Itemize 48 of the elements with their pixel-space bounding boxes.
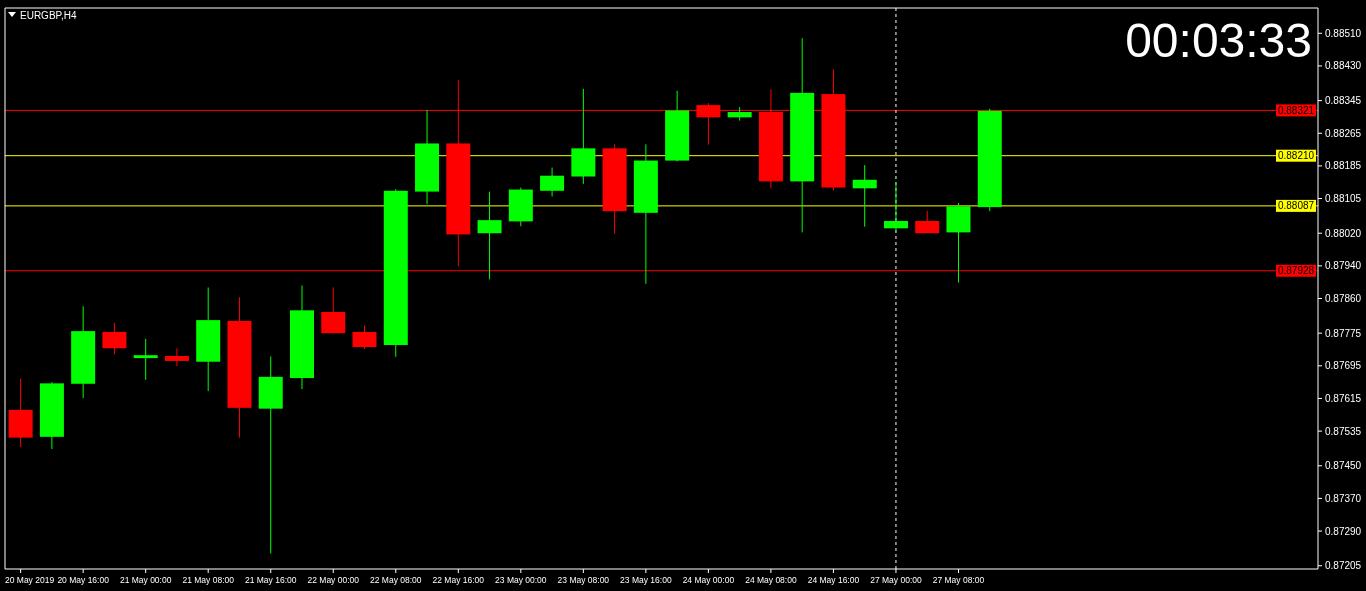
x-tick-label: 21 May 08:00	[182, 574, 235, 585]
y-tick-label: 0.88345	[1325, 95, 1362, 107]
candlestick	[477, 191, 502, 280]
x-tick-label: 24 May 00:00	[682, 574, 735, 585]
x-tick-label: 27 May 08:00	[932, 574, 985, 585]
x-tick-label: 21 May 00:00	[119, 574, 172, 585]
y-tick-label: 0.87695	[1325, 360, 1362, 372]
y-tick-label: 0.87940	[1325, 260, 1362, 272]
y-tick-label: 0.88020	[1325, 227, 1362, 239]
x-tick-label: 24 May 08:00	[745, 574, 797, 585]
x-tick-label: 23 May 00:00	[495, 574, 547, 585]
y-tick-label: 0.87860	[1325, 293, 1362, 304]
x-tick-label: 22 May 16:00	[432, 574, 485, 585]
x-tick-label: 22 May 00:00	[307, 574, 360, 585]
ref-line-label: 0.88210	[1277, 150, 1315, 162]
x-tick-label: 23 May 08:00	[557, 574, 610, 585]
y-tick-label: 0.88105	[1325, 193, 1362, 205]
candlestick	[852, 164, 877, 228]
y-tick-label: 0.87450	[1325, 460, 1362, 472]
x-tick-label: 21 May 16:00	[244, 574, 297, 585]
y-tick-label: 0.87535	[1325, 425, 1362, 437]
y-tick-label: 0.88510	[1325, 27, 1362, 39]
candlestick	[102, 322, 127, 355]
chart-title: EURGBP,H4	[20, 9, 77, 21]
ref-line-label: 0.87928	[1277, 265, 1315, 277]
ref-line-label: 0.88321	[1277, 104, 1315, 116]
y-tick-label: 0.88430	[1325, 60, 1362, 72]
y-tick-label: 0.87290	[1325, 525, 1362, 537]
x-tick-label: 23 May 16:00	[620, 574, 672, 585]
candlestick	[133, 338, 158, 381]
y-tick-label: 0.87370	[1325, 492, 1362, 504]
x-tick-label: 20 May 2019	[5, 574, 55, 585]
y-tick-label: 0.87205	[1325, 560, 1362, 572]
candlestick	[883, 182, 908, 232]
y-tick-label: 0.88265	[1325, 127, 1362, 139]
candlestick	[352, 324, 377, 350]
ref-line-label: 0.88087	[1277, 200, 1315, 212]
candlestick	[540, 167, 565, 197]
annotation: 00:03:33	[1125, 14, 1312, 67]
x-tick-label: 27 May 00:00	[870, 574, 922, 585]
candlestick	[321, 286, 346, 334]
x-tick-label: 20 May 16:00	[57, 574, 110, 585]
candlestick	[164, 347, 189, 367]
x-tick-label: 22 May 08:00	[370, 574, 422, 585]
y-tick-label: 0.87615	[1325, 392, 1362, 404]
y-tick-label: 0.88185	[1325, 160, 1362, 172]
y-tick-label: 0.87775	[1325, 327, 1362, 339]
x-tick-label: 24 May 16:00	[807, 574, 860, 585]
